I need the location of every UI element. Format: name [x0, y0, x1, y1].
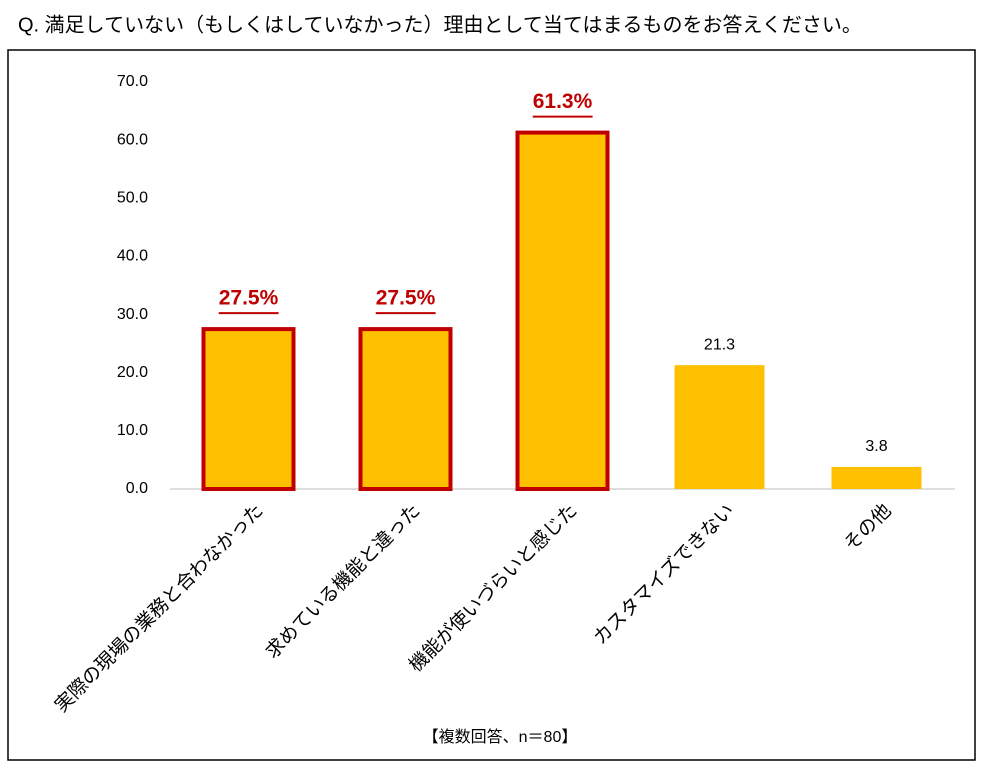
bar — [515, 130, 610, 491]
bar — [201, 327, 296, 491]
y-tick-label: 10.0 — [117, 422, 148, 439]
x-tick-label: 求めている機能と違った — [261, 500, 424, 663]
x-tick-label: 機能が使いづらいと感じた — [405, 500, 582, 677]
value-label: 61.3% — [533, 90, 593, 113]
y-tick-label: 50.0 — [117, 190, 148, 207]
value-label: 3.8 — [865, 438, 887, 455]
value-label: 21.3 — [704, 336, 735, 353]
y-tick-label: 30.0 — [117, 306, 148, 323]
y-tick-label: 20.0 — [117, 364, 148, 381]
bar — [674, 365, 765, 489]
y-tick-label: 60.0 — [117, 131, 148, 148]
x-tick-label: 実際の現場の業務と合わなかった — [50, 500, 267, 717]
x-tick-label: カスタマイズできない — [589, 500, 739, 650]
bar — [831, 466, 922, 489]
y-tick-label: 40.0 — [117, 248, 148, 265]
bar — [358, 327, 453, 491]
chart-border — [7, 49, 976, 761]
chart-title: Q. 満足していない（もしくはしていなかった）理由として当てはまるものをお答えく… — [18, 13, 862, 36]
y-tick-label: 0.0 — [126, 480, 148, 497]
x-tick-label: その他 — [840, 500, 896, 556]
value-label: 27.5% — [376, 287, 436, 310]
value-label: 27.5% — [219, 287, 279, 310]
y-tick-label: 70.0 — [117, 73, 148, 90]
footnote: 【複数回答、n＝80】 — [423, 728, 578, 746]
